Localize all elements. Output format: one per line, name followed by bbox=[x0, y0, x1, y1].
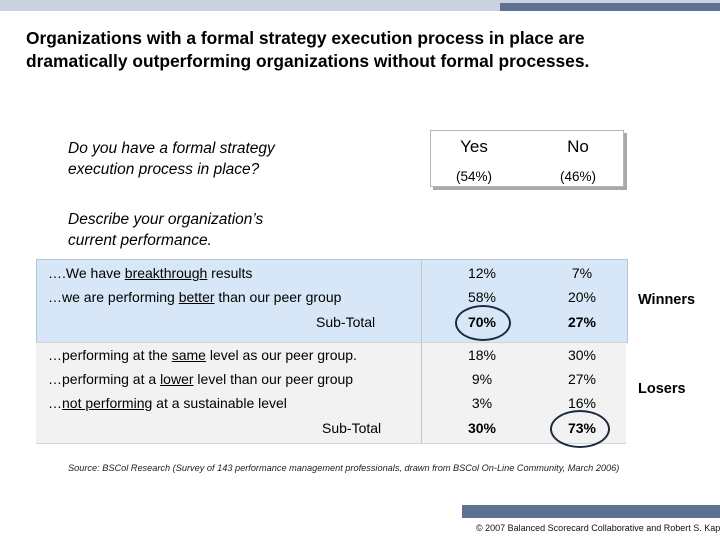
footer-bar bbox=[462, 505, 720, 518]
row-text: level than our peer group bbox=[193, 371, 354, 387]
describe-line-1: Describe your organization’s bbox=[68, 211, 264, 228]
winners-row-no: 20% bbox=[567, 289, 597, 305]
winners-row-yes: 12% bbox=[467, 265, 497, 281]
question-text: Do you have a formal strategy execution … bbox=[68, 138, 368, 180]
row-text: …we are performing bbox=[48, 289, 179, 305]
losers-subtotal-yes: 30% bbox=[467, 420, 497, 436]
row-text: ….We have bbox=[48, 265, 125, 281]
row-text: results bbox=[207, 265, 253, 281]
question-line-2: execution process in place? bbox=[68, 161, 260, 178]
row-text: …performing at a bbox=[48, 371, 161, 387]
losers-row-no: 27% bbox=[567, 371, 597, 387]
row-text: at a sustainable level bbox=[152, 395, 287, 411]
slide-title: Organizations with a formal strategy exe… bbox=[26, 27, 706, 73]
describe-text: Describe your organization’s current per… bbox=[68, 209, 368, 251]
losers-row-no: 16% bbox=[567, 395, 597, 411]
winners-panel bbox=[36, 259, 628, 343]
yes-header: Yes bbox=[460, 137, 488, 156]
winners-subtotal-label: Sub-Total bbox=[316, 314, 376, 330]
no-header: No bbox=[567, 137, 589, 156]
title-line-2: dramatically outperforming organizations… bbox=[26, 51, 590, 71]
winners-subtotal-yes: 70% bbox=[467, 314, 497, 330]
row-text: than our peer group bbox=[214, 289, 342, 305]
column-divider bbox=[421, 259, 422, 443]
winners-row-label: …we are performing better than our peer … bbox=[48, 289, 341, 305]
losers-subtotal-no: 73% bbox=[567, 420, 597, 436]
question-line-1: Do you have a formal strategy bbox=[68, 140, 275, 157]
winners-label: Winners bbox=[638, 292, 696, 308]
row-keyword: lower bbox=[160, 371, 194, 387]
row-keyword: breakthrough bbox=[124, 265, 208, 281]
losers-label: Losers bbox=[638, 381, 686, 397]
source-note: Source: BSCol Research (Survey of 143 pe… bbox=[68, 463, 620, 473]
losers-row-yes: 18% bbox=[467, 347, 497, 363]
winners-row-label: ….We have breakthrough results bbox=[48, 265, 252, 281]
answer-header-box bbox=[430, 130, 624, 187]
row-text: … bbox=[48, 395, 62, 411]
losers-row-yes: 3% bbox=[471, 395, 493, 411]
losers-subtotal-label: Sub-Total bbox=[322, 420, 382, 436]
row-text: level as our peer group. bbox=[205, 347, 357, 363]
title-line-1: Organizations with a formal strategy exe… bbox=[26, 28, 585, 48]
no-share: (46%) bbox=[559, 169, 596, 184]
losers-row-label: …not performing at a sustainable level bbox=[48, 395, 287, 411]
losers-row-yes: 9% bbox=[471, 371, 493, 387]
copyright-footer: © 2007 Balanced Scorecard Collaborative … bbox=[476, 523, 720, 533]
losers-row-label: …performing at a lower level than our pe… bbox=[48, 371, 353, 387]
top-bar-light bbox=[0, 0, 720, 11]
yes-share: (54%) bbox=[455, 169, 492, 184]
winners-subtotal-no: 27% bbox=[567, 314, 597, 330]
describe-line-2: current performance. bbox=[68, 232, 212, 249]
row-text: …performing at the bbox=[48, 347, 172, 363]
row-keyword: same bbox=[171, 347, 206, 363]
winners-row-no: 7% bbox=[571, 265, 593, 281]
row-keyword: better bbox=[178, 289, 215, 305]
losers-row-label: …performing at the same level as our pee… bbox=[48, 347, 357, 363]
row-keyword: not performing bbox=[62, 395, 153, 411]
losers-row-no: 30% bbox=[567, 347, 597, 363]
top-bar-accent bbox=[500, 3, 720, 11]
losers-panel bbox=[36, 342, 626, 444]
winners-row-yes: 58% bbox=[467, 289, 497, 305]
